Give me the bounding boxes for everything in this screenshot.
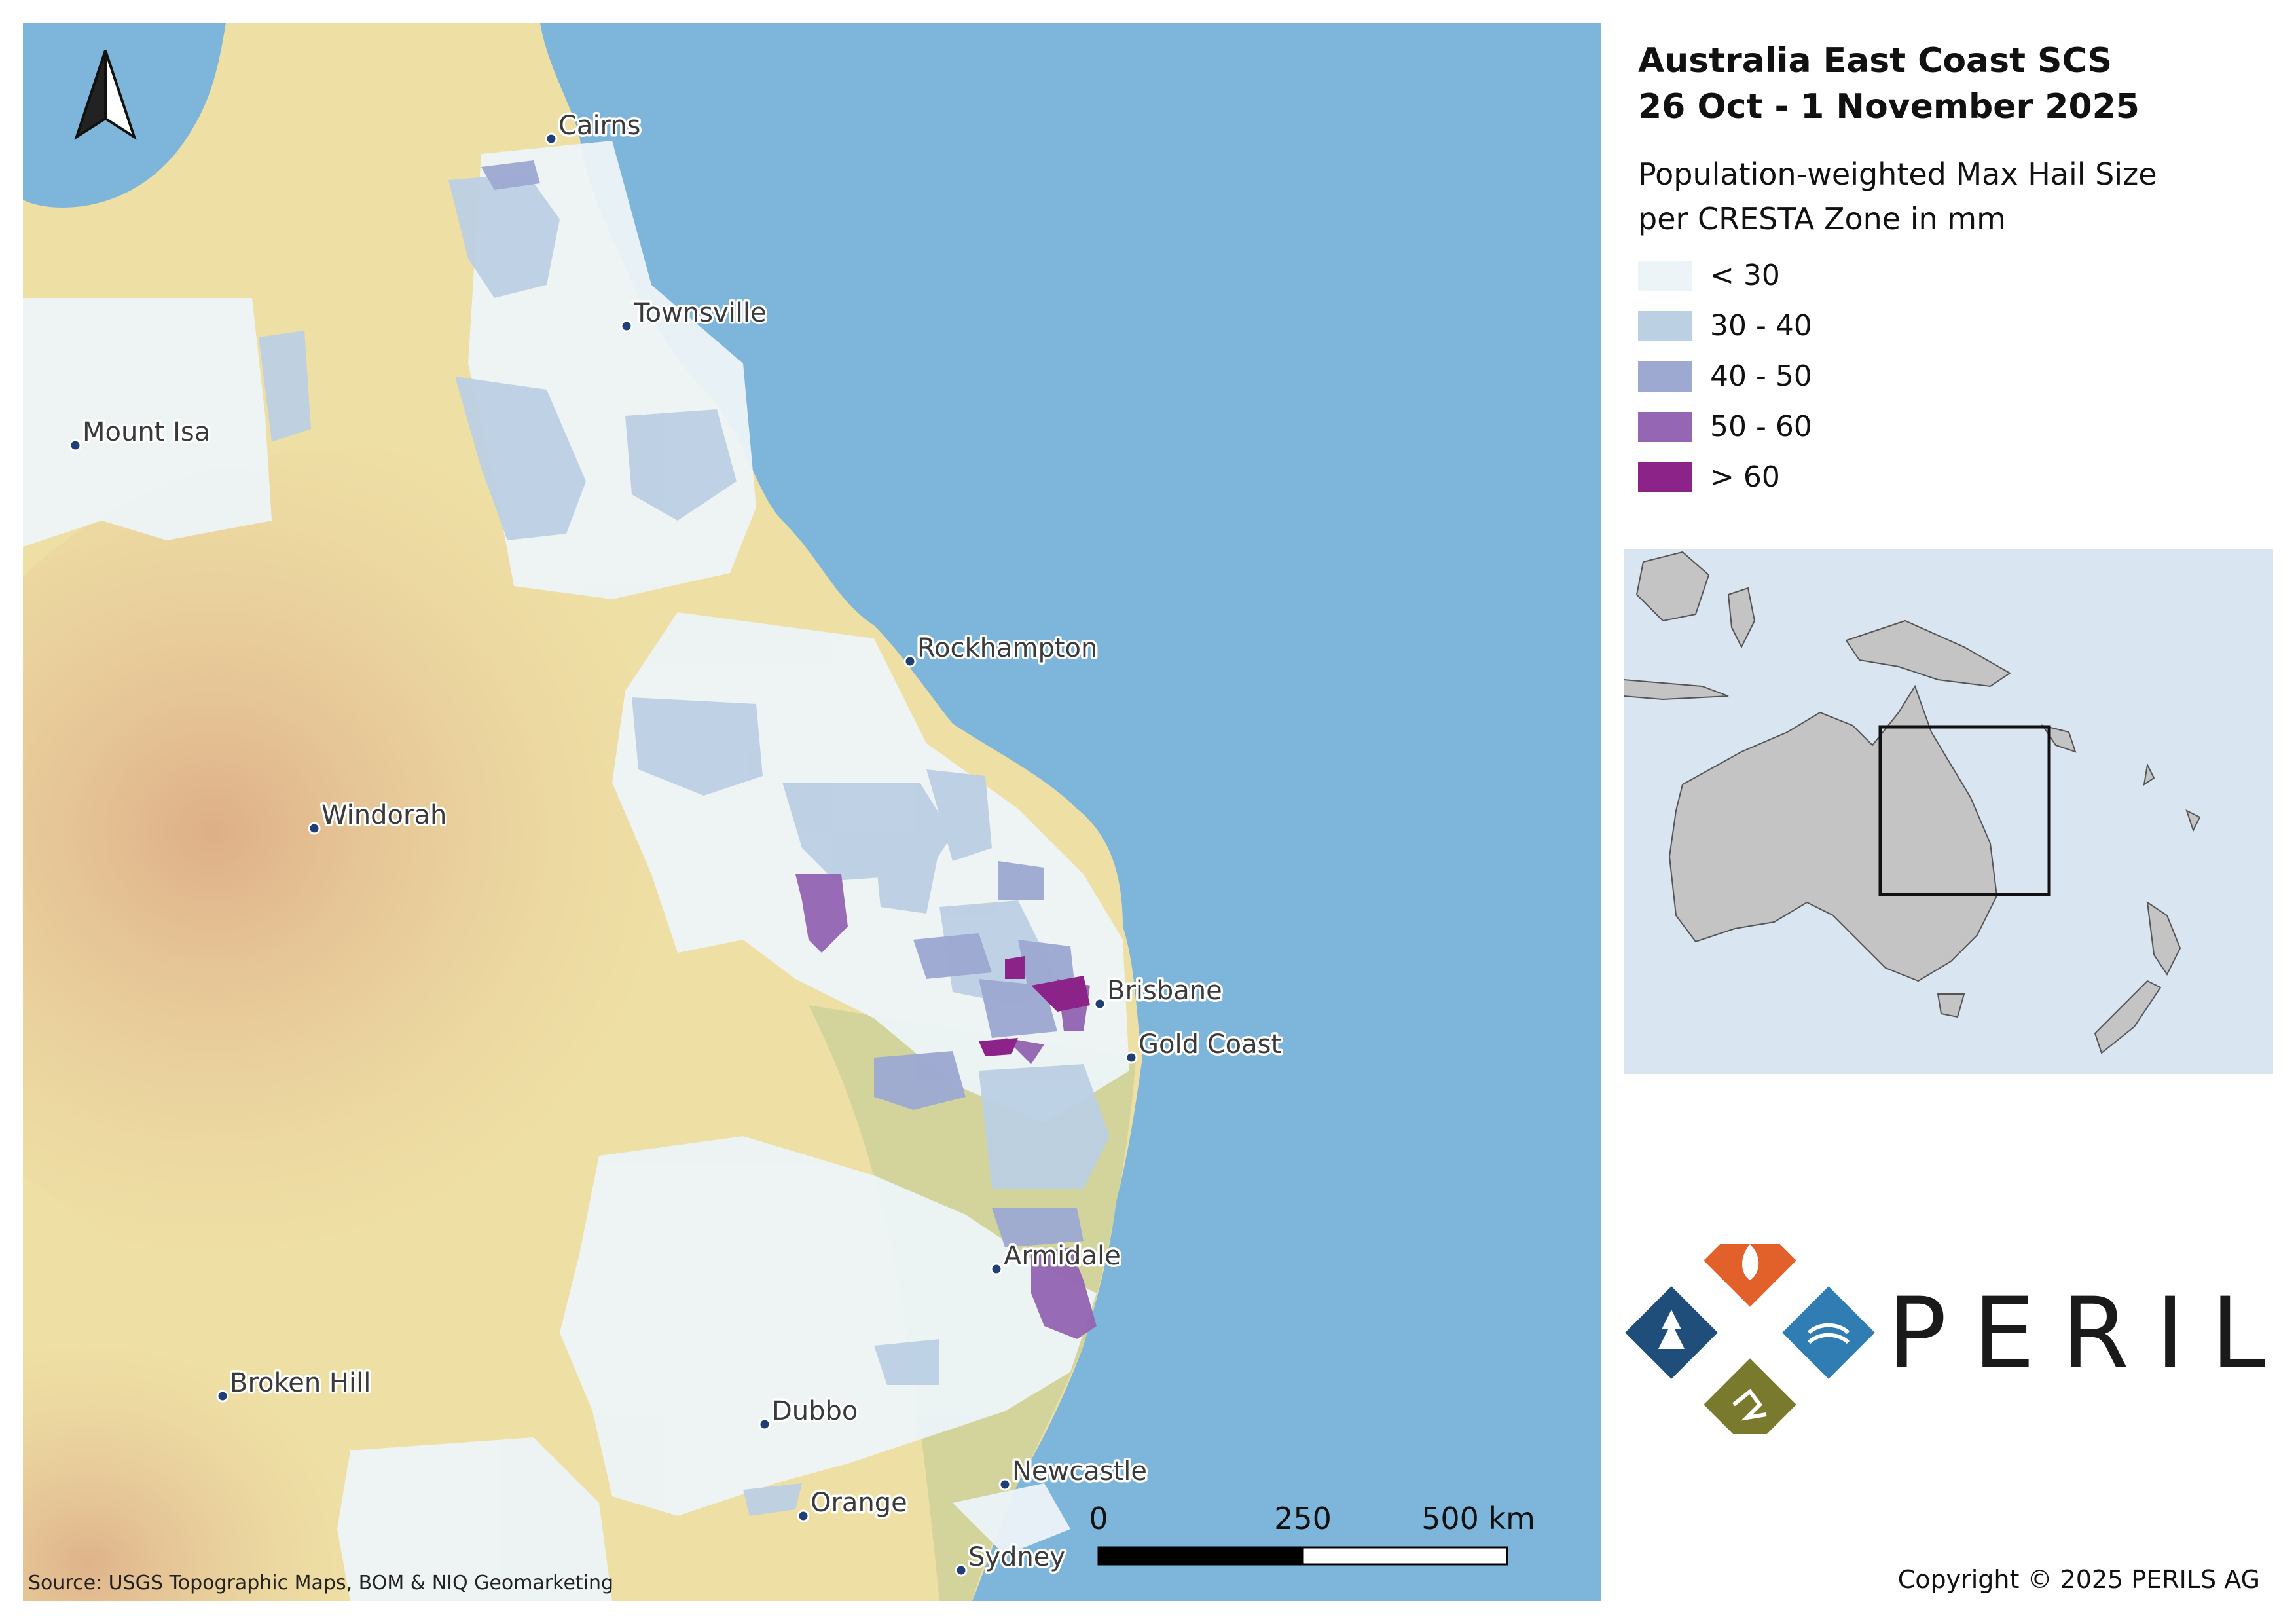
legend-label: 40 - 50 (1710, 360, 1812, 393)
inset-new-guinea (1845, 619, 2011, 688)
city-rockhampton[interactable]: Rockhampton (903, 631, 1100, 668)
legend-title-line-2: per CRESTA Zone in mm (1638, 201, 2006, 236)
city-label: Sydney (968, 1542, 1065, 1572)
city-label: Dubbo (772, 1396, 858, 1426)
city-broken-hill[interactable]: Broken Hill (216, 1366, 373, 1403)
zones-over-60 (979, 956, 1090, 1056)
city-label: Windorah (321, 800, 446, 830)
legend-swatch (1638, 310, 1692, 341)
map-source: Source: USGS Topographic Maps, BOM & NIQ… (28, 1572, 613, 1595)
scale-label-500: 500 km (1421, 1501, 1535, 1536)
copyright: Copyright © 2025 PERILS AG (1897, 1565, 2260, 1594)
city-armidale[interactable]: Armidale (990, 1239, 1123, 1276)
city-brisbane[interactable]: Brisbane (1093, 974, 1224, 1010)
city-sydney[interactable]: Sydney (955, 1540, 1068, 1577)
legend-swatch (1638, 462, 1692, 492)
perils-wordmark: PERILS (1887, 1277, 2277, 1391)
legend-swatch (1638, 361, 1692, 392)
legend-item: 40 - 50 (1638, 351, 2267, 401)
legend-item: < 30 (1638, 250, 2267, 301)
legend-label: 50 - 60 (1710, 410, 1812, 443)
scale-label-250: 250 (1274, 1501, 1332, 1536)
perils-logo: PERILS (1622, 1214, 2296, 1451)
title-line-2: 26 Oct - 1 November 2025 (1638, 87, 2140, 126)
inset-sulawesi (1727, 587, 1756, 649)
city-label: Gold Coast (1139, 1029, 1281, 1060)
city-label: Townsville (633, 298, 767, 328)
city-label: Orange (811, 1488, 907, 1518)
city-orange[interactable]: Orange (797, 1486, 909, 1522)
city-label: Broken Hill (230, 1368, 371, 1398)
city-label: Rockhampton (917, 633, 1097, 663)
city-townsville[interactable]: Townsville (620, 296, 769, 333)
scale-label-0: 0 (1089, 1501, 1108, 1536)
legend: Population-weighted Max Hail Size per CR… (1638, 152, 2267, 502)
city-windorah[interactable]: Windorah (308, 798, 449, 835)
scale-bar: 0 250 500 km (1089, 1501, 1535, 1566)
city-label: Mount Isa (82, 417, 210, 447)
legend-item: 50 - 60 (1638, 401, 2267, 452)
inset-australia (1668, 684, 1998, 982)
perils-mark-icon (1625, 1214, 1875, 1451)
inset-java (1624, 678, 1729, 701)
legend-label: < 30 (1710, 259, 1780, 292)
city-label: Cairns (558, 111, 641, 141)
city-label: Brisbane (1107, 976, 1222, 1006)
inset-borneo (1635, 551, 1710, 622)
inset-new-zealand-north (2146, 900, 2181, 976)
terrain-shading (23, 449, 809, 1300)
map-title: Australia East Coast SCS 26 Oct - 1 Nove… (1638, 38, 2267, 130)
city-label: Armidale (1004, 1241, 1121, 1271)
inset-extent-box (1878, 725, 2051, 896)
legend-item: > 60 (1638, 452, 2267, 502)
city-gold-coast[interactable]: Gold Coast (1125, 1027, 1284, 1064)
zones-30-40 (259, 174, 1110, 1516)
city-label: Newcastle (1012, 1456, 1147, 1486)
legend-list: < 30 30 - 40 40 - 50 50 - 60 > 60 (1638, 250, 2267, 502)
legend-item: 30 - 40 (1638, 301, 2267, 351)
legend-label: > 60 (1710, 460, 1780, 494)
city-cairns[interactable]: Cairns (545, 109, 643, 145)
north-arrow-icon (74, 50, 137, 140)
inset-landmasses (1624, 551, 2201, 1054)
inset-new-zealand-south (2094, 980, 2162, 1054)
city-newcastle[interactable]: Newcastle (998, 1454, 1150, 1491)
title-line-1: Australia East Coast SCS (1638, 41, 2113, 81)
inset-locator-map (1624, 549, 2273, 1074)
main-map[interactable]: Cairns Townsville Mount Isa Rockhampton … (23, 23, 1601, 1601)
city-dubbo[interactable]: Dubbo (758, 1394, 860, 1431)
legend-label: 30 - 40 (1710, 309, 1812, 342)
city-mount-isa[interactable]: Mount Isa (69, 415, 213, 452)
legend-swatch (1638, 260, 1692, 291)
legend-swatch (1638, 411, 1692, 442)
legend-title-line-1: Population-weighted Max Hail Size (1638, 157, 2157, 192)
inset-tasmania (1937, 993, 1965, 1018)
